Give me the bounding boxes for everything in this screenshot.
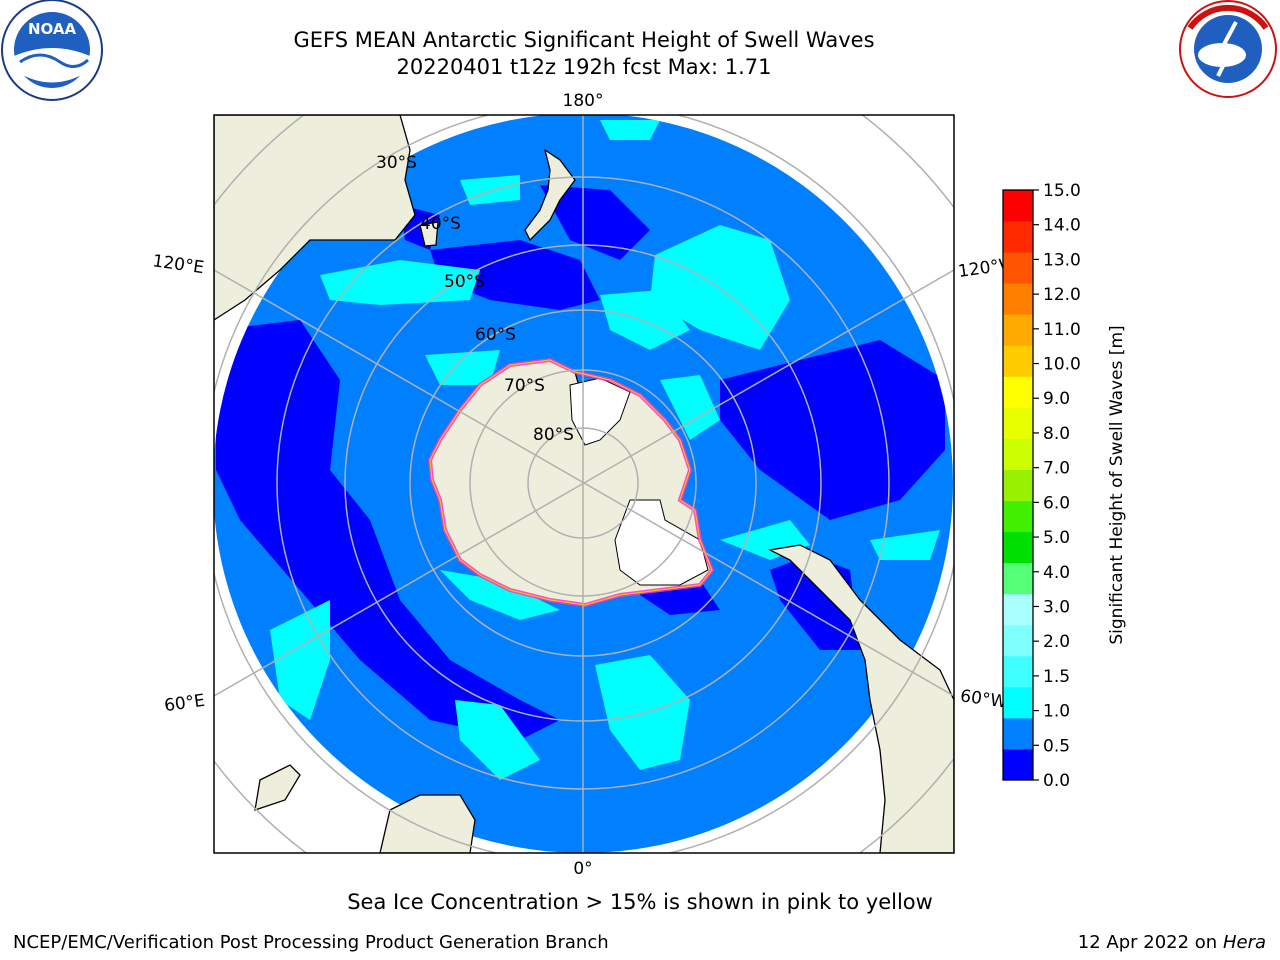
colorbar-frame	[1002, 189, 1034, 781]
colorbar-tick-label: 1.5	[1043, 667, 1070, 687]
colorbar-segment	[1003, 283, 1033, 315]
colorbar-segment	[1003, 345, 1033, 377]
lon-label-0: 0°	[573, 859, 592, 879]
colorbar-tick-label: 10.0	[1043, 355, 1081, 375]
colorbar-segment	[1003, 748, 1033, 781]
colorbar-segment	[1003, 717, 1033, 750]
colorbar-segment	[1003, 655, 1033, 688]
map-frame	[213, 114, 955, 854]
colorbar-tick-label: 14.0	[1043, 216, 1081, 236]
colorbar-tick-label: 11.0	[1043, 320, 1081, 340]
colorbar-tick-label: 0.0	[1043, 771, 1070, 791]
colorbar-segment	[1003, 593, 1033, 626]
lon-label-60e: 60°E	[163, 691, 206, 716]
noaa-logo-text: NOAA	[28, 20, 77, 38]
colorbar-tick-label: 4.0	[1043, 563, 1070, 583]
colorbar-segment	[1003, 376, 1033, 408]
chart-title: GEFS MEAN Antarctic Significant Height o…	[293, 28, 875, 52]
footer-host: Hera	[1222, 932, 1266, 953]
lon-label-60w: 60°W	[959, 686, 1008, 712]
colorbar-tick-label: 9.0	[1043, 389, 1070, 409]
colorbar-tick-label: 12.0	[1043, 285, 1081, 305]
lat-label-40s: 40°S	[420, 214, 461, 234]
lat-label-60s: 60°S	[475, 325, 516, 345]
noaa-logo-icon: NOAA	[1, 0, 103, 101]
colorbar-label: Significant Height of Swell Waves [m]	[1107, 325, 1127, 644]
colorbar-tick-label: 1.0	[1043, 702, 1070, 722]
lon-label-120e: 120°E	[151, 251, 205, 278]
colorbar-segment	[1003, 407, 1033, 439]
chart-subtitle: 20220401 t12z 192h fcst Max: 1.71	[396, 55, 772, 79]
lat-label-50s: 50°S	[444, 272, 485, 292]
colorbar-segment	[1003, 686, 1033, 719]
footer-date: 12 Apr 2022 on	[1077, 932, 1223, 953]
colorbar-tick-label: 3.0	[1043, 597, 1070, 617]
colorbar-tick-label: 6.0	[1043, 493, 1070, 513]
colorbar-tick-label: 7.0	[1043, 459, 1070, 479]
colorbar-segment	[1003, 624, 1033, 657]
colorbar-segment	[1003, 562, 1033, 595]
lon-label-180: 180°	[563, 91, 604, 111]
colorbar-tick-label: 2.0	[1043, 632, 1070, 652]
colorbar-segment	[1003, 221, 1033, 253]
colorbar-tick-label: 5.0	[1043, 528, 1070, 548]
sea-ice-note: Sea Ice Concentration > 15% is shown in …	[347, 890, 933, 914]
lat-label-80s: 80°S	[533, 425, 574, 445]
colorbar-segment	[1003, 190, 1033, 222]
colorbar-segment	[1003, 500, 1033, 533]
colorbar-segment	[1003, 314, 1033, 346]
colorbar-tick-label: 15.0	[1043, 181, 1081, 201]
footer-timestamp: 12 Apr 2022 on Hera	[1078, 932, 1266, 953]
nws-logo-icon	[1179, 0, 1277, 98]
lat-label-30s: 30°S	[376, 153, 417, 173]
lat-label-70s: 70°S	[504, 376, 545, 396]
colorbar-segment	[1003, 469, 1033, 502]
colorbar-segment	[1003, 531, 1033, 564]
colorbar-tick-label: 13.0	[1043, 250, 1081, 270]
colorbar: 0.0 0.5 1.0 1.5 2.0 3.0 4.0 5.0 6.0 7.0 8.0 9.0 10.0…	[1002, 181, 1081, 791]
colorbar-segment	[1003, 252, 1033, 284]
colorbar-segment	[1003, 438, 1033, 470]
colorbar-tick-label: 8.0	[1043, 424, 1070, 444]
footer-credit: NCEP/EMC/Verification Post Processing Pr…	[13, 932, 609, 953]
colorbar-tick-label: 0.5	[1043, 736, 1070, 756]
graticule	[214, 115, 954, 853]
